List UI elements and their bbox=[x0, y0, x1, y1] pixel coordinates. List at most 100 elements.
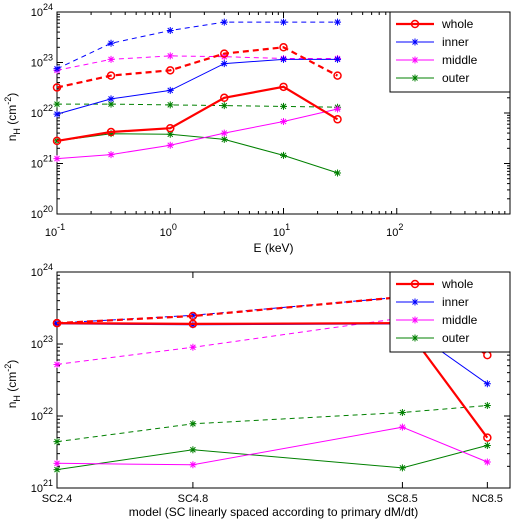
data-point-middle bbox=[220, 129, 228, 137]
data-point-middle bbox=[483, 458, 491, 466]
y-tick-base: 10 bbox=[31, 58, 43, 70]
legend-marker-outer bbox=[411, 334, 419, 342]
data-point-inner bbox=[107, 95, 115, 103]
data-point-whole bbox=[188, 319, 198, 329]
x-tick-exponent: -1 bbox=[57, 222, 65, 232]
legend-marker-inner bbox=[411, 298, 419, 306]
legend: whole inner middle outer bbox=[389, 271, 511, 353]
x-tick-exponent: 0 bbox=[172, 222, 177, 232]
data-point-outer bbox=[53, 438, 61, 446]
y-label-unit: (cm bbox=[5, 372, 19, 395]
legend-label-whole: whole bbox=[441, 17, 474, 31]
data-point-outer bbox=[53, 466, 61, 474]
data-point-outer bbox=[166, 101, 174, 109]
data-point-outer bbox=[483, 401, 491, 409]
data-point-middle bbox=[53, 360, 61, 368]
series-line-outer-solid bbox=[56, 444, 488, 471]
data-point-whole bbox=[279, 43, 288, 52]
data-point-inner bbox=[53, 110, 61, 118]
data-point-outer bbox=[166, 130, 174, 138]
series-line-inner-dashed bbox=[56, 21, 338, 70]
y-tick-label: 1021 bbox=[31, 154, 53, 171]
y-label-unit: (cm bbox=[5, 105, 19, 128]
x-tick-label: 101 bbox=[273, 222, 290, 239]
x-tick-exponent: 1 bbox=[285, 222, 290, 232]
legend-label-inner: inner bbox=[442, 35, 469, 49]
data-point-whole bbox=[220, 93, 229, 103]
x-axis-label: model (SC linearly spaced according to p… bbox=[129, 505, 418, 519]
data-point-outer bbox=[107, 130, 115, 138]
legend-marker-whole bbox=[410, 279, 420, 289]
data-point-outer bbox=[398, 464, 406, 472]
y-tick-label: 1024 bbox=[31, 262, 53, 279]
x-tick-label: 10-1 bbox=[45, 222, 65, 239]
series-line-whole-solid bbox=[56, 85, 339, 142]
y-tick-exponent: 22 bbox=[43, 103, 53, 113]
x-category-label: SC8.5 bbox=[387, 493, 418, 505]
data-point-outer bbox=[220, 135, 228, 143]
legend-label-outer: outer bbox=[442, 331, 469, 345]
y-tick-base: 10 bbox=[31, 7, 43, 19]
series-line-outer-solid bbox=[56, 133, 338, 174]
y-tick-base: 10 bbox=[31, 339, 43, 351]
data-point-inner bbox=[334, 55, 342, 63]
data-point-middle bbox=[189, 461, 197, 469]
y-tick-exponent: 22 bbox=[43, 406, 53, 416]
y-label-subscript: H bbox=[12, 395, 22, 402]
data-point-whole bbox=[52, 136, 62, 146]
x-axis-label: E (keV) bbox=[253, 241, 293, 255]
data-point-inner bbox=[107, 39, 115, 47]
series-line-middle-dashed bbox=[56, 55, 338, 71]
data-point-middle bbox=[53, 459, 61, 467]
data-point-middle bbox=[398, 423, 406, 431]
series-line-outer-dashed bbox=[56, 405, 488, 443]
y-tick-exponent: 20 bbox=[43, 204, 53, 214]
y-label-main: n bbox=[5, 135, 19, 142]
legend-marker-inner bbox=[411, 38, 419, 46]
y-label-superscript: -2 bbox=[3, 97, 13, 105]
data-point-inner bbox=[166, 86, 174, 94]
legend-marker-middle bbox=[411, 56, 419, 64]
legend-label-inner: inner bbox=[442, 295, 469, 309]
data-point-inner bbox=[166, 27, 174, 35]
x-category-label: SC4.8 bbox=[178, 493, 209, 505]
x-tick-exponent: 2 bbox=[398, 222, 403, 232]
data-point-outer bbox=[107, 100, 115, 108]
data-point-outer bbox=[53, 100, 61, 108]
y-tick-exponent: 24 bbox=[43, 2, 53, 12]
data-point-middle bbox=[166, 52, 174, 60]
y-tick-exponent: 23 bbox=[43, 334, 53, 344]
data-point-inner bbox=[483, 380, 491, 388]
y-label-close: ) bbox=[5, 360, 19, 364]
data-point-inner bbox=[189, 311, 197, 319]
data-point-middle bbox=[107, 151, 115, 159]
y-tick-base: 10 bbox=[31, 159, 43, 171]
data-point-outer bbox=[220, 102, 228, 110]
data-point-whole bbox=[52, 318, 62, 328]
data-point-whole bbox=[106, 127, 116, 137]
legend-marker-middle bbox=[411, 316, 419, 324]
y-tick-label: 1020 bbox=[31, 204, 53, 221]
legend-box bbox=[389, 271, 511, 353]
data-point-outer bbox=[189, 446, 197, 454]
data-point-outer bbox=[398, 408, 406, 416]
data-point-outer bbox=[189, 420, 197, 428]
x-tick-label: 102 bbox=[386, 222, 403, 239]
data-point-middle bbox=[53, 155, 61, 163]
x-category-label: SC2.4 bbox=[42, 493, 73, 505]
data-point-whole bbox=[279, 82, 288, 92]
x-category-label: NC8.5 bbox=[472, 493, 503, 505]
data-point-whole bbox=[333, 115, 342, 124]
y-tick-label: 1021 bbox=[31, 478, 53, 495]
legend-box bbox=[389, 11, 511, 93]
x-tick-base: 10 bbox=[45, 227, 57, 239]
x-tick-base: 10 bbox=[273, 227, 285, 239]
x-tick-base: 10 bbox=[386, 227, 398, 239]
series-line-outer-dashed bbox=[57, 103, 338, 108]
legend: whole inner middle outer bbox=[389, 11, 511, 93]
legend-marker-whole bbox=[410, 19, 420, 29]
data-point-whole bbox=[333, 71, 342, 80]
data-point-outer bbox=[280, 151, 287, 159]
